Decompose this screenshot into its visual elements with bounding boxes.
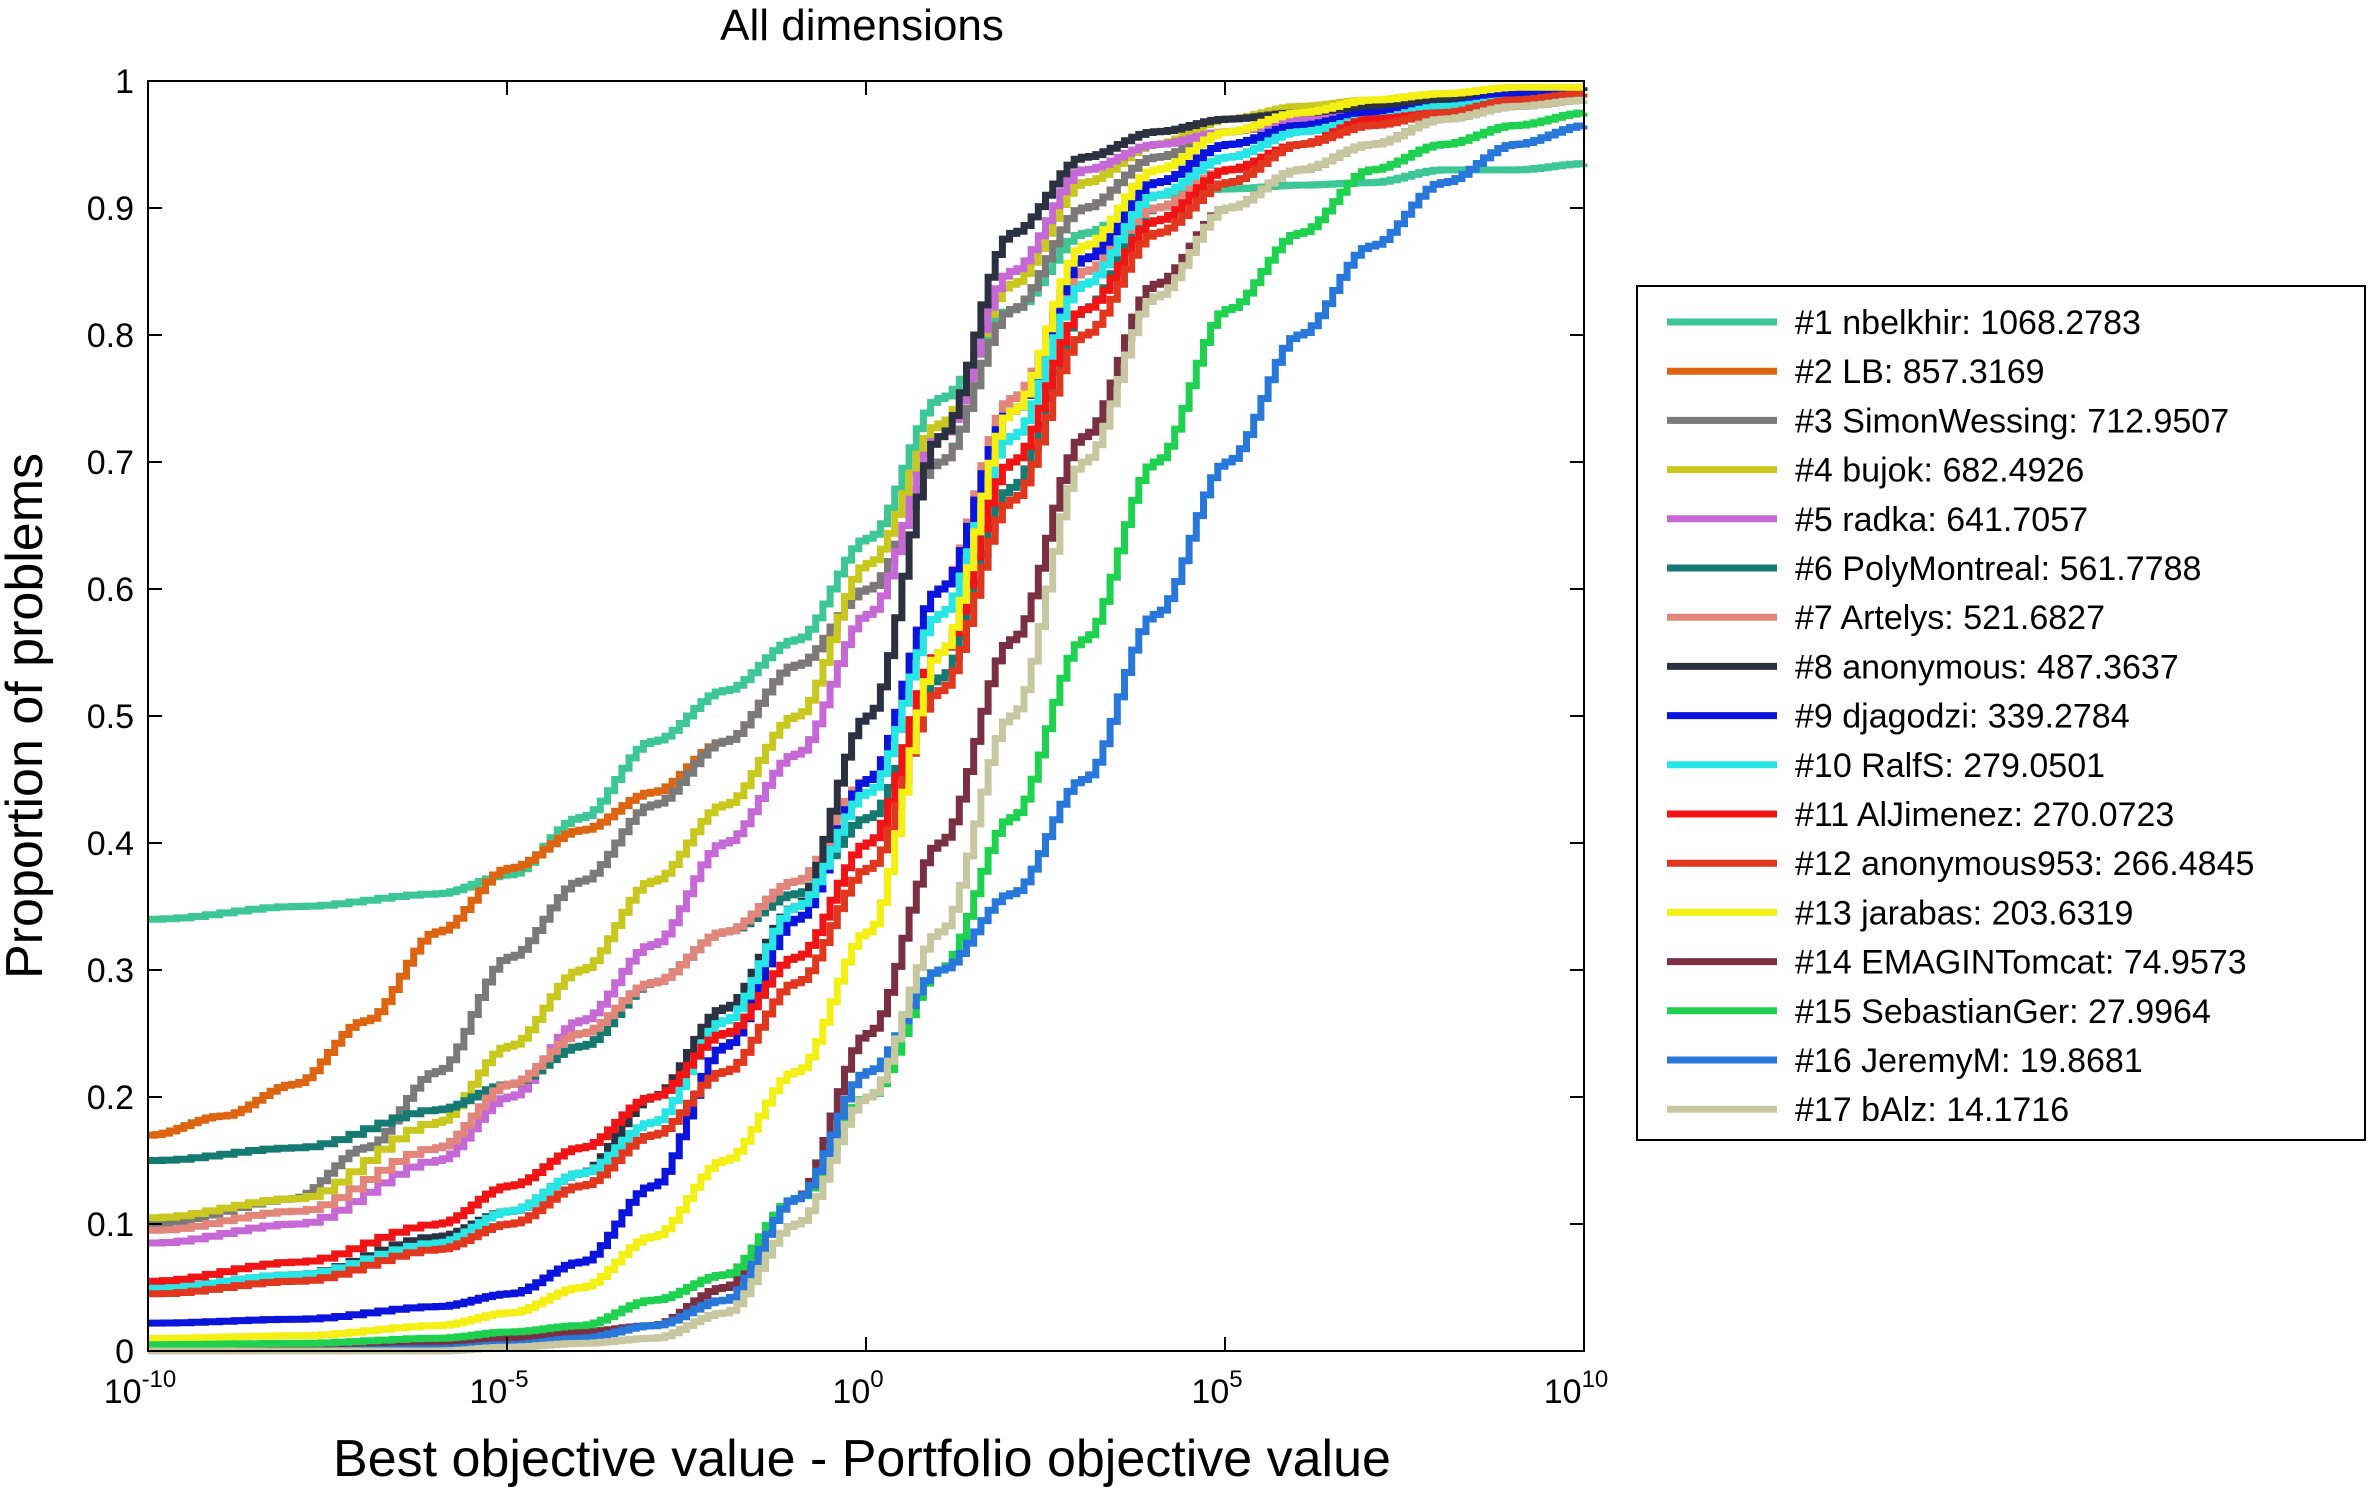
series-line-9 [148, 90, 1584, 1327]
legend-label-2: #2 LB: 857.3169 [1795, 353, 2045, 391]
legend-label-6: #6 PolyMontreal: 561.7788 [1795, 550, 2201, 588]
series-line-1 [148, 160, 1588, 923]
legend-label-10: #10 RalfS: 279.0501 [1795, 747, 2105, 785]
y-tick-label: 0.2 [87, 1079, 134, 1117]
y-tick-label: 0.1 [87, 1206, 134, 1244]
series-line-17 [148, 96, 1588, 1355]
legend-label-16: #16 JeremyM: 19.8681 [1795, 1042, 2143, 1080]
x-tick-label: 10-10 [104, 1366, 177, 1411]
y-tick-label: 0.3 [87, 952, 134, 990]
y-tick-label: 0.5 [87, 698, 134, 736]
x-tick-label: 10-5 [469, 1366, 528, 1411]
chart-title: All dimensions [720, 1, 1004, 50]
legend-items: #1 nbelkhir: 1068.2783 #2 LB: 857.3169 #3 … [1667, 304, 2254, 1129]
x-tick-label: 100 [832, 1366, 883, 1411]
series-line-3 [148, 90, 1588, 1228]
legend-label-3: #3 SimonWessing: 712.9507 [1795, 402, 2229, 440]
y-tick-label: 0.9 [87, 190, 134, 228]
series-line-13 [148, 83, 1584, 1342]
y-axis-label: Proportion of problems [0, 453, 54, 979]
y-tick-label: 0.4 [87, 825, 134, 863]
x-axis-label: Best objective value - Portfolio objecti… [333, 1430, 1391, 1488]
series-line-10 [148, 90, 1588, 1291]
legend-label-7: #7 Artelys: 521.6827 [1795, 599, 2105, 637]
legend-label-1: #1 nbelkhir: 1068.2783 [1795, 304, 2141, 342]
legend-label-5: #5 radka: 641.7057 [1795, 501, 2088, 539]
y-tick-label: 0.7 [87, 444, 134, 482]
x-tick-label: 105 [1191, 1366, 1242, 1411]
legend-label-12: #12 anonymous953: 266.4845 [1795, 845, 2254, 883]
series-line-4 [148, 84, 1588, 1222]
legend-label-14: #14 EMAGINTomcat: 74.9573 [1795, 944, 2247, 982]
series-line-12 [148, 90, 1588, 1298]
legend-label-9: #9 djagodzi: 339.2784 [1795, 698, 2130, 736]
legend-label-11: #11 AlJimenez: 270.0723 [1795, 796, 2174, 834]
y-tick-label: 0.6 [87, 571, 134, 609]
ticks-layer: 0 0.1 0.2 0.3 0.4 0.5 0.6 0.7 0.8 0.9 1 10-10 10-5 10… [87, 63, 1609, 1411]
y-tick-label: 0.8 [87, 317, 134, 355]
legend-label-4: #4 bujok: 682.4926 [1795, 452, 2084, 490]
legend-label-15: #15 SebastianGer: 27.9964 [1795, 993, 2211, 1031]
legend-label-8: #8 anonymous: 487.3637 [1795, 648, 2179, 686]
legend-label-13: #13 jarabas: 203.6319 [1795, 894, 2133, 932]
y-tick-label: 0 [115, 1333, 134, 1371]
series-line-6 [148, 90, 1588, 1164]
legend-label-17: #17 bAlz: 14.1716 [1795, 1091, 2069, 1129]
series-layer [148, 83, 1588, 1355]
series-line-7 [148, 90, 1588, 1234]
legend: #1 nbelkhir: 1068.2783 #2 LB: 857.3169 #3 … [1636, 285, 2366, 1141]
series-line-8 [148, 84, 1588, 1291]
y-tick-label: 1 [115, 63, 134, 101]
x-tick-label: 1010 [1544, 1366, 1609, 1411]
